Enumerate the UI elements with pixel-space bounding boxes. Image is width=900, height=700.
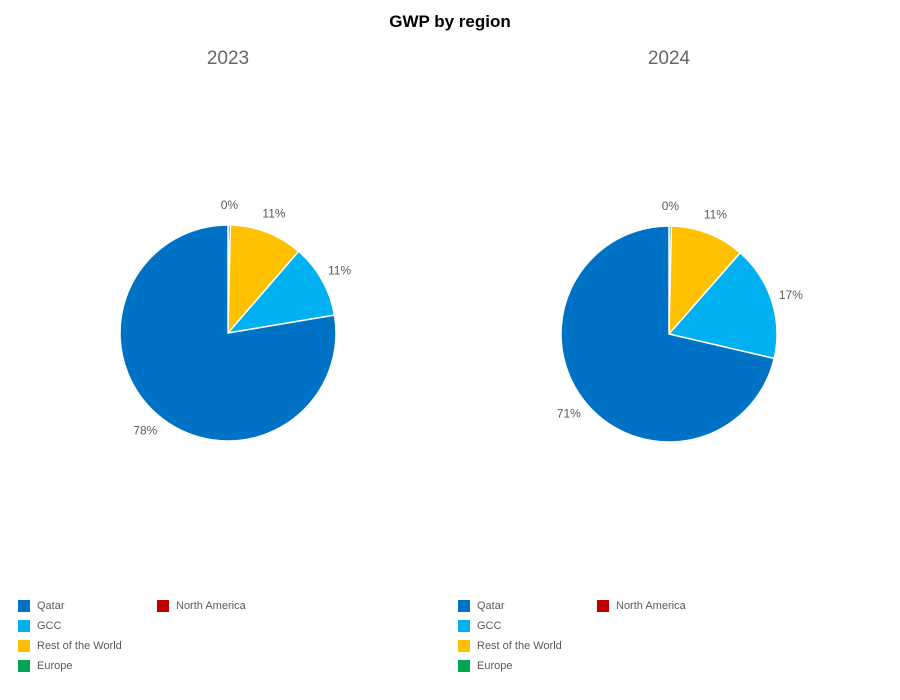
pie-slice-qatar[interactable]: [119, 224, 337, 442]
subtitle-2023: 2023: [206, 48, 250, 69]
legend-item-rest-of-the-world[interactable]: Rest of the World: [18, 636, 157, 656]
legend-swatch-gcc: [458, 620, 470, 632]
legend-swatch-europe: [18, 660, 30, 672]
data-label-gcc: 11%: [328, 263, 351, 277]
legend-label: North America: [176, 600, 246, 612]
data-label-qatar: 78%: [133, 424, 157, 438]
data-label-gcc: 17%: [779, 288, 803, 302]
pie-slice-gcc[interactable]: [227, 250, 336, 334]
data-label-qatar: 71%: [557, 407, 581, 421]
legend-item-north-america[interactable]: North America: [157, 596, 246, 616]
chart-title: GWP by region: [389, 12, 511, 31]
legend-swatch-europe: [458, 660, 470, 672]
pie-slice-rest-of-the-world[interactable]: [227, 224, 300, 334]
legend-swatch-rest-of-the-world: [458, 640, 470, 652]
legend-item-europe[interactable]: Europe: [458, 656, 597, 676]
pie-chart-2023: 0% 11% 11% 78%: [119, 198, 351, 442]
legend-2024: Qatar GCC Rest of the World Europe North Ame…: [458, 596, 686, 676]
legend-label: GCC: [477, 620, 502, 632]
legend-item-north-america[interactable]: North America: [597, 596, 686, 616]
legend-label: Qatar: [37, 600, 65, 612]
legend-swatch-qatar: [18, 600, 30, 612]
data-label-rest-of-the-world: 11%: [262, 207, 285, 221]
legend-label: Europe: [477, 660, 513, 672]
legend-swatch-qatar: [458, 600, 470, 612]
subtitle-2024: 2024: [647, 48, 691, 69]
legend-item-qatar[interactable]: Qatar: [458, 596, 597, 616]
legend-item-rest-of-the-world[interactable]: Rest of the World: [458, 636, 597, 656]
pie-slice-gcc[interactable]: [668, 252, 778, 360]
legend-label: Rest of the World: [37, 640, 122, 652]
legend-label: GCC: [37, 620, 62, 632]
legend-item-qatar[interactable]: Qatar: [18, 596, 157, 616]
data-label-europe: 0%: [221, 198, 239, 212]
legend-label: North America: [616, 600, 686, 612]
legend-swatch-north-america: [157, 600, 169, 612]
data-label-europe: 0%: [662, 199, 680, 213]
legend-item-gcc[interactable]: GCC: [18, 616, 157, 636]
data-label-rest-of-the-world: 11%: [704, 208, 727, 222]
legend-swatch-north-america: [597, 600, 609, 612]
legend-item-europe[interactable]: Europe: [18, 656, 157, 676]
pie-slice-rest-of-the-world[interactable]: [668, 225, 741, 335]
legend-label: Qatar: [477, 600, 505, 612]
legend-swatch-gcc: [18, 620, 30, 632]
legend-label: Europe: [37, 660, 73, 672]
pie-slice-qatar[interactable]: [560, 225, 775, 443]
pie-chart-2024: 0% 11% 17% 71%: [557, 199, 803, 443]
legend-label: Rest of the World: [477, 640, 562, 652]
legend-item-gcc[interactable]: GCC: [458, 616, 597, 636]
legend-swatch-rest-of-the-world: [18, 640, 30, 652]
legend-2023: Qatar GCC Rest of the World Europe North Ame…: [18, 596, 246, 676]
